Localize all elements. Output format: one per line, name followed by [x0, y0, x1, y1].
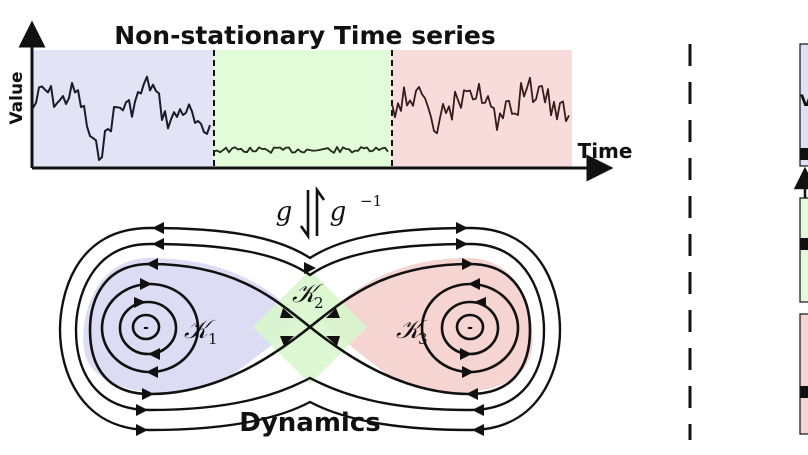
flow-arrow-saddle-in-left: [280, 308, 294, 318]
flow-arrow-k1-inner-orbit-bottom: [148, 348, 160, 360]
region-k3-fill: [322, 258, 533, 393]
time-series-title: Non-stationary Time series: [114, 21, 496, 50]
forward-map-label: g: [276, 197, 293, 227]
k1-fixed-point: [131, 313, 161, 341]
cropped-box-3: [799, 313, 808, 435]
separatrix-right: [309, 262, 532, 396]
inverse-map-arrow: [315, 185, 326, 236]
flow-arrow-top-left-1: [152, 222, 164, 234]
flow-arrow-bottom-left-2: [136, 404, 148, 416]
cropped-right-panel: V: [793, 43, 808, 435]
flow-arrow-top-right-2: [456, 238, 468, 250]
flow-arrow-k3-mid-orbit: [468, 278, 480, 290]
cropped-marker-3: [800, 386, 808, 398]
k3-fixed-point: [455, 313, 485, 341]
flow-arrow-k1-top: [146, 258, 158, 270]
flow-arrow-k1-inner-orbit: [134, 297, 146, 308]
dynamics-panel: - -: [58, 222, 562, 438]
outer-orbit: [58, 226, 562, 432]
time-series-panel: Non-stationary Time series Value Time: [7, 20, 633, 182]
flow-arrow-center-top: [304, 262, 316, 274]
flow-arrow-k1-bottom: [142, 388, 154, 400]
cropped-box-1: [799, 43, 808, 167]
flow-arrow-k1-mid-orbit-bottom: [146, 366, 158, 378]
flow-arrow-saddle-in-right: [326, 336, 340, 346]
k1-subscript: 1: [208, 330, 218, 348]
flow-arrow-k3-mid-orbit-bottom: [462, 366, 474, 378]
flow-arrow-bottom-right-1: [472, 424, 484, 436]
flow-arrow-saddle-out-left: [280, 336, 294, 346]
mapping-arrows: g g −1: [276, 185, 382, 241]
flow-arrow-k3-inner-orbit-bottom: [460, 348, 472, 360]
k3-subscript: 3: [418, 330, 428, 348]
cropped-marker-2: [800, 238, 808, 250]
cropped-letter: V: [800, 91, 808, 110]
k1-fixed-point-marker: -: [143, 320, 149, 336]
flow-arrow-top-right-1: [456, 222, 468, 234]
flow-arrow-k3-bottom: [466, 388, 478, 400]
flow-arrow-k3-inner-orbit: [474, 297, 486, 308]
separatrix-left: [88, 262, 311, 396]
flow-arrow-k1-mid-orbit: [140, 278, 152, 290]
cropped-marker-1: [800, 148, 808, 160]
x-axis-label: Time: [578, 139, 633, 163]
y-axis-label: Value: [7, 71, 27, 124]
flow-arrow-bottom-left-1: [136, 424, 148, 436]
forward-map-arrow: [299, 190, 310, 241]
inverse-map-label: g: [330, 197, 347, 227]
signal-regime-1: [32, 75, 211, 161]
inverse-map-exponent: −1: [360, 192, 382, 210]
second-orbit: [74, 242, 546, 412]
flow-arrow-k3-top: [462, 258, 474, 270]
regime-3-background: [392, 50, 572, 168]
flow-arrow-top-left-2: [152, 238, 164, 250]
k3-fixed-point-marker: -: [467, 320, 473, 336]
flow-arrow-saddle-out-right: [326, 308, 340, 318]
signal-regime-3: [391, 76, 570, 135]
signal-regime-2: [213, 146, 389, 154]
regime-2-background: [214, 50, 392, 168]
flow-arrowheads: [134, 222, 486, 436]
dynamics-title: Dynamics: [239, 408, 380, 438]
flow-arrow-bottom-right-2: [472, 404, 484, 416]
region-k1-fill: [83, 258, 300, 393]
k2-subscript: 2: [314, 294, 324, 312]
